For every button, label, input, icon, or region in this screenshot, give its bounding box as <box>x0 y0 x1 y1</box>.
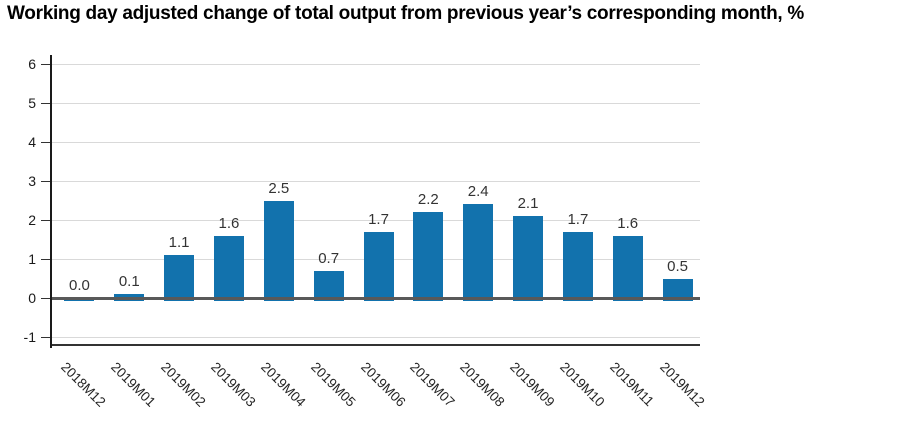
bar-2019M07 <box>413 212 444 301</box>
gridline <box>52 337 700 338</box>
bar-2019M10 <box>562 231 593 301</box>
bar-value-label: 1.7 <box>368 210 389 228</box>
x-axis-tick-label: 2018M12 <box>58 359 109 410</box>
bar-2019M06 <box>363 231 394 301</box>
plot-area: 0.0 0.1 1.1 1.6 2.5 0.7 1.7 2.2 2.4 2.1 1.7 1.6 0.5 <box>50 55 700 348</box>
y-axis-tick-label: 5 <box>28 95 36 111</box>
x-axis-tick-label: 2019M11 <box>606 359 657 410</box>
bar-value-label: 0.5 <box>667 257 688 275</box>
bar-2019M08 <box>463 204 494 301</box>
bar-value-label: 0.7 <box>318 249 340 267</box>
bar-2019M11 <box>612 235 643 301</box>
bar-2019M03 <box>213 235 244 301</box>
bar-value-label: 1.7 <box>567 210 589 228</box>
gridline <box>52 142 700 143</box>
bar-value-label: 2.1 <box>517 195 539 213</box>
bar-value-label: 2.2 <box>417 191 439 209</box>
y-tick-mark <box>41 142 50 143</box>
bar-value-label: 0.0 <box>69 277 90 294</box>
x-axis-tick-label: 2019M02 <box>158 359 209 410</box>
bar-value-label: 2.4 <box>467 183 489 201</box>
x-axis-tick-label: 2019M03 <box>208 359 259 410</box>
y-tick-mark <box>41 181 50 182</box>
y-axis-tick-label: 4 <box>28 134 36 150</box>
gridline <box>52 181 700 182</box>
gridline <box>52 103 700 104</box>
bar-value-label: 1.6 <box>617 214 639 232</box>
bar-2019M04 <box>263 200 294 301</box>
gridline <box>52 64 700 65</box>
y-tick-mark <box>41 337 50 338</box>
y-axis-line <box>50 55 52 348</box>
x-axis-tick-label: 2019M05 <box>307 359 359 410</box>
x-axis-tick-label: 2019M08 <box>457 359 508 410</box>
bar-2019M12 <box>662 278 693 301</box>
y-tick-mark <box>41 220 50 221</box>
y-axis-tick-label: 2 <box>28 212 36 228</box>
y-tick-mark <box>41 259 50 260</box>
bar-2019M09 <box>513 216 544 301</box>
y-axis-tick-label: -1 <box>23 329 36 345</box>
y-axis-tick-label: 3 <box>28 173 36 189</box>
y-tick-mark <box>41 103 50 104</box>
y-axis-tick-label: 1 <box>28 251 36 267</box>
bar-value-label: 0.1 <box>118 273 140 291</box>
bar-2019M05 <box>313 270 344 301</box>
x-axis-tick-label: 2019M01 <box>108 359 159 410</box>
zero-gridline <box>52 297 700 300</box>
x-axis-tick-label: 2019M04 <box>257 359 309 410</box>
gridline <box>52 220 700 221</box>
x-axis-tick-label: 2019M10 <box>556 359 608 410</box>
x-axis-tick-label: 2019M12 <box>656 359 708 410</box>
bar-value-label: 1.6 <box>218 214 240 232</box>
bar-value-label: 2.5 <box>268 179 290 197</box>
y-tick-mark <box>41 64 50 65</box>
bar-2019M02 <box>164 255 195 301</box>
x-axis-tick-label: 2019M09 <box>507 359 558 410</box>
chart-title: Working day adjusted change of total out… <box>7 3 804 24</box>
y-axis-tick-label: 0 <box>28 290 36 306</box>
y-tick-mark <box>41 298 50 299</box>
x-axis-line <box>52 344 700 346</box>
bar-value-label: 1.1 <box>168 234 190 252</box>
y-axis-tick-label: 6 <box>28 56 36 72</box>
x-axis-tick-label: 2019M06 <box>357 359 409 410</box>
x-axis-tick-label: 2019M07 <box>407 359 458 410</box>
